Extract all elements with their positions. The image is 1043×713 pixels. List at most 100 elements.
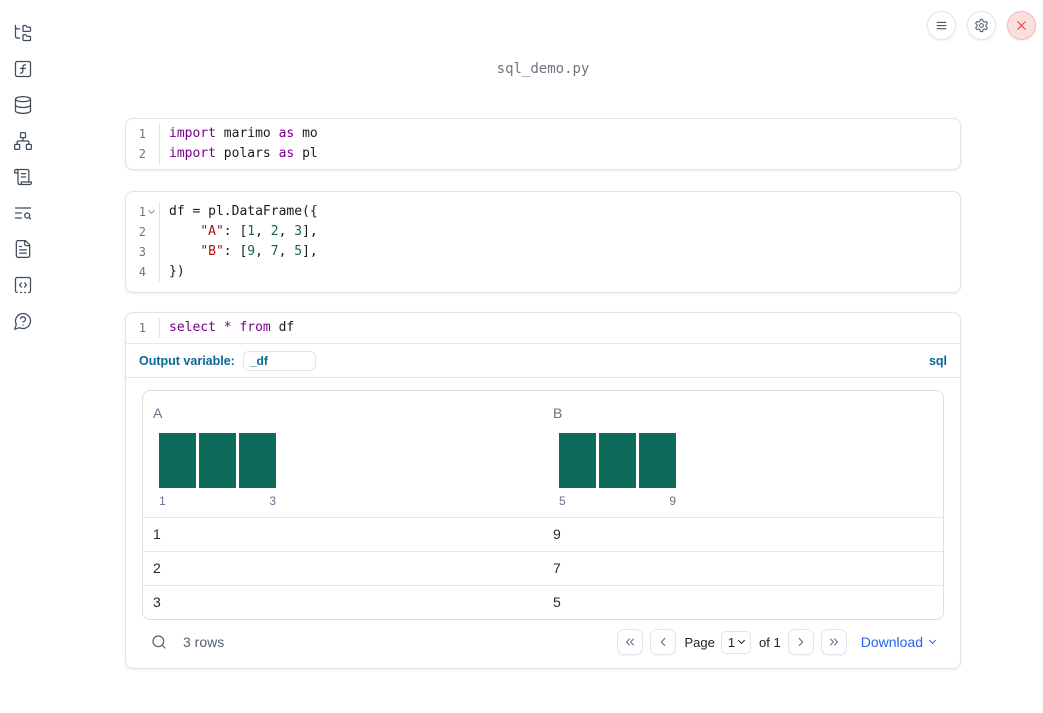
sidebar-item-help[interactable] (13, 311, 33, 331)
divider (126, 343, 960, 344)
code-token: ], (302, 224, 318, 239)
search-button[interactable] (151, 634, 167, 650)
histogram-bar (559, 433, 596, 488)
histogram-bar (159, 433, 196, 488)
code-line[interactable]: 1 select * from df (126, 318, 960, 338)
code-line[interactable]: 4}) (126, 262, 960, 282)
line-gutter: 1 (126, 318, 160, 338)
database-icon (14, 96, 32, 114)
code-token (169, 224, 200, 239)
file-text-icon (15, 240, 31, 258)
fold-chevron-icon[interactable] (146, 206, 157, 215)
download-button[interactable]: Download (860, 634, 937, 650)
column-histogram (159, 433, 276, 488)
chevron-down-icon (928, 636, 937, 645)
sql-cell: 1 select * from df Output variable: sql A… (125, 312, 961, 669)
sql-language-badge: sql (928, 353, 947, 368)
sidebar-item-dependency-graph[interactable] (13, 131, 33, 151)
code-token: import (169, 146, 216, 161)
code-token: 3 (294, 224, 303, 239)
search-icon (152, 635, 166, 649)
first-page-button[interactable] (617, 629, 644, 655)
menu-button[interactable] (927, 11, 956, 40)
download-label: Download (860, 634, 923, 650)
code-line[interactable]: 1 import marimo as mo (126, 124, 960, 144)
hamburger-menu-icon (936, 21, 947, 30)
axis-min-label: 1 (159, 494, 166, 508)
code-line[interactable]: 3 "B": [9, 7, 5], (126, 242, 960, 262)
page-select[interactable]: 1 (720, 630, 752, 654)
close-button[interactable] (1007, 11, 1036, 40)
axis-max-label: 9 (669, 494, 676, 508)
sql-editor[interactable]: 1 select * from df (126, 313, 960, 343)
code-line[interactable]: 2 "A": [1, 2, 3], (126, 222, 960, 242)
table-footer: 3 rows Page 1 of 1 (142, 620, 944, 664)
code-token: df = pl.DataFrame({ (169, 204, 318, 219)
help-bubble-icon (14, 312, 32, 330)
code-cell-dataframe[interactable]: 1 df = pl.DataFrame({2 "A": [1, 2, 3], 3 "… (125, 191, 961, 293)
code-token: import (169, 126, 216, 141)
sidebar-item-file-explorer[interactable] (13, 23, 33, 43)
close-icon (1017, 21, 1026, 30)
last-page-button[interactable] (820, 629, 847, 655)
line-number: 4 (138, 265, 146, 279)
sidebar-item-logs[interactable] (13, 167, 33, 187)
code-token: , (255, 244, 271, 259)
prev-page-button[interactable] (650, 629, 677, 655)
code-token: 9 (247, 244, 256, 259)
code-text: import polars as pl (160, 144, 318, 164)
sql-meta-row: Output variable: sql (126, 344, 960, 377)
code-token: "B" (200, 244, 224, 259)
table-cell: 1 (153, 526, 161, 542)
table-cell: 5 (553, 594, 561, 610)
output-variable-input[interactable] (242, 350, 316, 371)
sidebar-item-documentation[interactable] (13, 239, 33, 259)
code-token: , (278, 244, 295, 259)
code-text: df = pl.DataFrame({ (160, 202, 318, 222)
code-token: as (278, 126, 295, 141)
sidebar-item-search-logs[interactable] (13, 203, 33, 223)
code-text: "A": [1, 2, 3], (160, 222, 318, 242)
code-token (169, 244, 200, 259)
axis-max-label: 3 (269, 494, 276, 508)
divider (126, 377, 960, 378)
function-square-icon (14, 60, 32, 78)
code-editor[interactable]: 1 import marimo as mo 2 import polars as pl (126, 124, 960, 164)
line-number: 2 (138, 147, 146, 161)
code-token: df (270, 320, 295, 335)
histogram-bar (239, 433, 276, 488)
axis-min-label: 5 (559, 494, 566, 508)
table-cell: 9 (553, 526, 561, 542)
chevron-right-icon (798, 637, 804, 647)
code-line[interactable]: 1 df = pl.DataFrame({ (126, 202, 960, 222)
code-token: select (169, 320, 216, 335)
sidebar-item-snippets[interactable] (13, 275, 33, 295)
code-token: as (278, 146, 295, 161)
code-token: : [ (223, 244, 248, 259)
line-gutter: 2 (126, 222, 160, 242)
code-cell-imports[interactable]: 1 import marimo as mo 2 import polars as pl (125, 118, 961, 170)
code-text: import marimo as mo (160, 124, 318, 144)
code-token: polars (215, 146, 279, 161)
line-number: 1 (138, 321, 146, 335)
page-label: Page (684, 634, 715, 650)
folder-tree-icon (14, 24, 32, 42)
code-token: ], (302, 244, 318, 259)
sidebar-item-data-sources[interactable] (13, 95, 33, 115)
next-page-button[interactable] (787, 629, 814, 655)
code-editor[interactable]: 1 df = pl.DataFrame({2 "A": [1, 2, 3], 3 "… (126, 202, 960, 282)
table-cell: 2 (153, 560, 161, 576)
code-line[interactable]: 2 import polars as pl (126, 144, 960, 164)
code-token: }) (169, 264, 185, 279)
settings-button[interactable] (967, 11, 996, 40)
chevrons-right-icon (829, 638, 838, 646)
sidebar-item-variables[interactable] (13, 59, 33, 79)
